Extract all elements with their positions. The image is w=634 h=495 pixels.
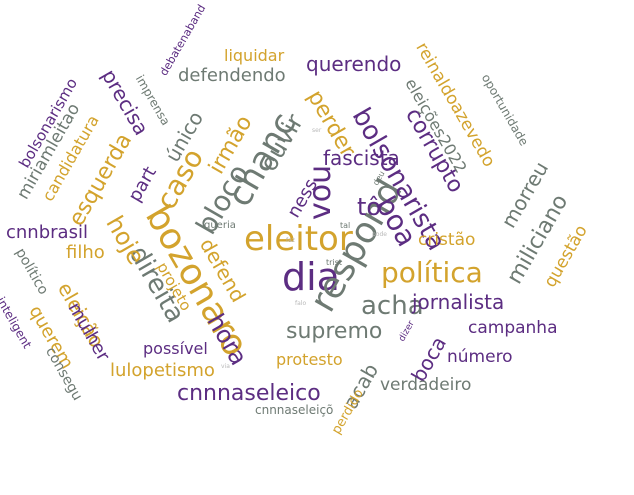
- word-verdadeiro: verdadeiro: [380, 375, 472, 395]
- word-cnnnaseleico: cnnnaseleico: [177, 381, 321, 406]
- word-queria: queria: [204, 220, 236, 231]
- word-tal: tal: [340, 221, 351, 230]
- word-politico: político: [12, 245, 52, 298]
- word-cristao: cristão: [418, 230, 476, 250]
- word-numero: número: [447, 347, 513, 367]
- word-via: via: [221, 363, 230, 370]
- word-trist: trist: [326, 258, 342, 267]
- word-protesto: protesto: [276, 350, 343, 369]
- word-campanha: campanha: [468, 318, 558, 338]
- word-pode: pode: [372, 231, 387, 238]
- word-oportunidade: oportunidade: [478, 71, 532, 149]
- word-cnnbrasil: cnnbrasil: [6, 222, 88, 243]
- word-eleitor: eleitor: [244, 219, 353, 259]
- word-defendendo: defendendo: [178, 65, 286, 86]
- word-politica: política: [381, 256, 483, 289]
- word-perdido: perdido: [329, 386, 367, 437]
- word-to: tô: [357, 193, 382, 221]
- word-dia: dia: [282, 255, 340, 299]
- word-querendo: querendo: [306, 52, 402, 76]
- word-supremo: supremo: [286, 319, 383, 344]
- word-faz: faz: [286, 237, 295, 244]
- word-acha: acha: [361, 291, 424, 321]
- word-dizer: dizer: [397, 319, 417, 344]
- word-fascista: fascista: [323, 146, 400, 170]
- word-possivel: possível: [143, 339, 208, 358]
- word-ser: ser: [312, 127, 322, 134]
- word-cnnnaseleico: cnnnaseleiçõ: [255, 403, 334, 417]
- word-filho: filho: [66, 242, 105, 263]
- word-falo: falo: [295, 300, 307, 307]
- word-liquidar: liquidar: [224, 46, 285, 65]
- word-lulopetismo: lulopetismo: [110, 360, 215, 381]
- word-jornalista: jornalista: [412, 290, 505, 314]
- word-inteligent: inteligent: [0, 294, 35, 351]
